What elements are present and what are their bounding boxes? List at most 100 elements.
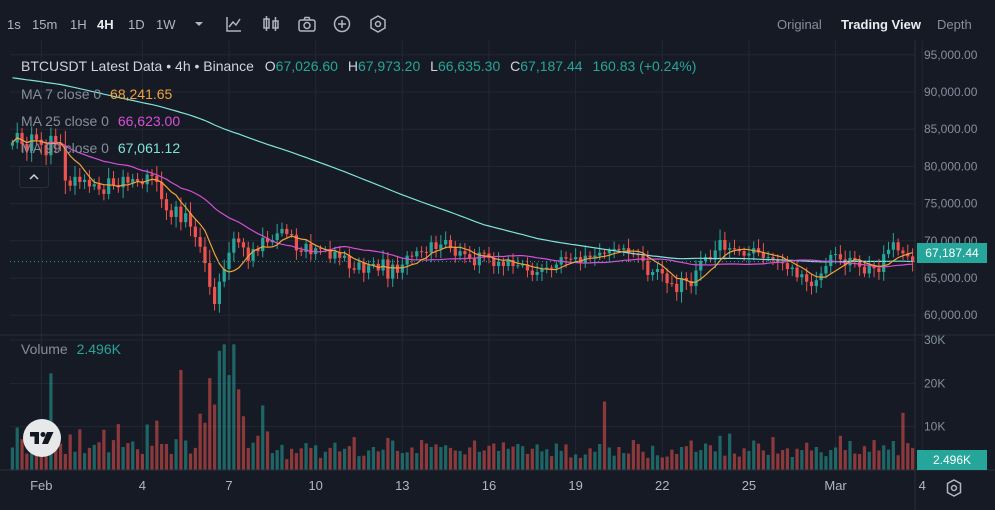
volume-bar [545,449,549,470]
volume-bar [419,440,424,470]
candle-body [781,262,785,264]
candle-body [30,134,34,151]
candle-body [646,260,650,275]
time-tick-label: Feb [30,478,52,493]
volume-bar [646,457,650,470]
ma7-value: 68,241.65 [110,86,173,102]
ma7-line [11,137,913,284]
volume-bar [833,447,838,470]
price-chart[interactable]: 95,000.00 90,000.00 85,000.00 80,000.00 75,0… [0,40,995,510]
candle-body [578,257,583,263]
volume-bar [569,457,573,470]
volume-bar [126,443,130,470]
time-tick-label: 22 [655,478,669,493]
volume-bar [574,454,578,470]
candle-body [872,266,876,269]
volume-bar [25,453,29,470]
tradingview-logo[interactable] [23,419,61,457]
candle-body [352,268,356,270]
interval-15m[interactable]: 15m [32,17,58,32]
ma25-value: 66,623.00 [117,113,181,129]
volume-bar [198,413,202,470]
time-tick-label: 25 [742,478,756,493]
interval-4h[interactable]: 4H [97,17,114,32]
volume-bar [477,451,481,470]
candle-body [453,248,457,256]
candle-body [333,251,337,259]
open-value: 67,026.60 [275,58,338,74]
volume-bar [742,448,746,470]
candle-body [342,255,347,258]
volume-bar [299,448,303,470]
candle-body [20,132,24,145]
volume-bar [655,455,660,470]
volume-bar [265,431,270,470]
candle-body [477,252,481,266]
ohlc-legend: BTCUSDT Latest Data • 4h • Binance O67,0… [21,58,696,74]
volume-bar [858,453,862,470]
volume-bar [261,405,265,470]
candle-body [853,257,857,261]
chart-type-candles-icon[interactable] [261,14,281,34]
volume-bar [203,422,207,470]
candle-body [665,273,669,284]
candle-body [419,251,424,253]
candle-body [814,280,818,287]
ma99-value: 67,061.12 [117,140,181,156]
volume-label: Volume [21,341,68,357]
candle-body [222,269,226,282]
chart-grid [10,40,923,470]
ma25-legend[interactable]: MA 25 close 0 66,623.00 [21,113,180,129]
candle-body [761,252,765,258]
more-intervals-chevron-icon[interactable] [189,14,209,34]
time-tick-label: 19 [568,478,582,493]
candle-body [530,270,534,275]
interval-1s[interactable]: 1s [7,17,21,32]
volume-bar [391,440,395,470]
candle-body [424,251,429,253]
candle-body [102,189,106,194]
price-tick-label: 75,000.00 [924,197,978,211]
candle-body [516,265,520,267]
interval-1w[interactable]: 1W [156,17,176,32]
volume-bar [521,446,525,470]
candle-body [867,266,871,274]
view-trading-view[interactable]: Trading View [841,17,921,32]
volume-bar [212,404,217,470]
candle-body [800,274,804,278]
volume-bar [583,454,587,470]
volume-bar [689,440,693,470]
candle-body [655,269,660,272]
collapse-legend-button[interactable] [19,166,49,188]
candle-body [246,247,250,261]
candle-body [261,237,265,252]
interval-1h[interactable]: 1H [70,17,87,32]
candle-body [107,178,111,194]
view-depth[interactable]: Depth [937,17,972,32]
screenshot-camera-icon[interactable] [297,14,317,34]
axis-settings-icon[interactable] [944,478,964,498]
volume-bar [525,453,530,470]
volume-bar [304,443,308,470]
indicators-icon[interactable] [224,14,244,34]
candle-body [434,242,438,249]
volume-bar [771,437,775,470]
candle-body [468,254,472,259]
candle-body [766,257,770,259]
candle-body [521,264,525,266]
price-tick-label: 85,000.00 [924,122,978,136]
change-value: 160.83 (+0.24%) [592,58,697,74]
chart-settings-icon[interactable] [368,14,388,34]
ma99-legend[interactable]: MA 99 close 0 67,061.12 [21,140,180,156]
interval-1d[interactable]: 1D [128,17,145,32]
volume-bar [111,440,116,470]
candle-body [73,176,77,186]
view-original[interactable]: Original [777,17,822,32]
candle-body [684,277,688,281]
volume-bar [872,440,876,470]
symbol-title: BTCUSDT Latest Data • 4h • Binance [21,58,254,74]
volume-bar [699,450,703,470]
add-circle-icon[interactable] [332,14,352,34]
ma7-legend[interactable]: MA 7 close 0 68,241.65 [21,86,172,102]
candle-body [362,262,366,273]
